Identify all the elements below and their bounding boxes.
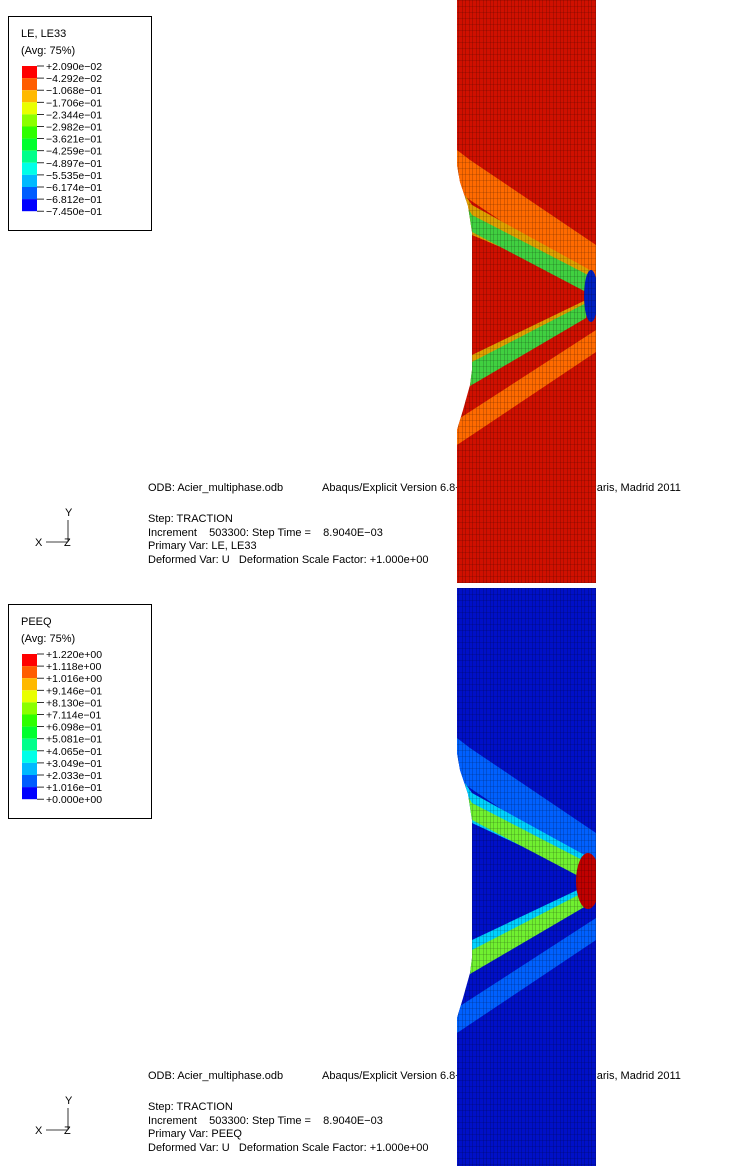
legend-label: −4.897e−01 [46, 158, 102, 170]
legend-label: −1.068e−01 [46, 85, 102, 97]
mesh-grid [457, 0, 596, 583]
legend-swatch [22, 174, 37, 187]
legend-swatch [22, 738, 37, 751]
triad-x: X [35, 537, 43, 549]
legend-swatch [22, 199, 37, 212]
legend-swatch [22, 187, 37, 200]
legend-label: −2.344e−01 [46, 109, 102, 121]
legend-swatch [22, 90, 37, 103]
legend-swatch [22, 690, 37, 703]
legend-label: +7.114e−01 [46, 710, 101, 722]
legend-swatch [22, 162, 37, 175]
info-step: Step: TRACTION [148, 1101, 233, 1113]
legend-label: +1.016e−01 [46, 782, 102, 794]
panel: ODB: Acier_multiphase.odb Abaqus/Explicit… [8, 0, 681, 583]
legend-swatch [22, 78, 37, 91]
triad-x: X [35, 1125, 43, 1137]
legend-label: −1.706e−01 [46, 97, 102, 109]
info-primary: Primary Var: LE, LE33 [148, 540, 257, 552]
legend-averaging: (Avg: 75%) [21, 45, 75, 57]
legend-swatch [22, 726, 37, 739]
legend-swatch [22, 678, 37, 691]
legend-label: +1.118e+00 [46, 661, 101, 673]
legend-averaging: (Avg: 75%) [21, 633, 75, 645]
legend-swatch [22, 714, 37, 727]
legend-swatch [22, 654, 37, 667]
legend-label: +5.081e−01 [46, 734, 102, 746]
legend-label: +1.016e+00 [46, 673, 102, 685]
info-primary: Primary Var: PEEQ [148, 1128, 242, 1140]
triad-z: Z [64, 1125, 71, 1137]
info-step: Step: TRACTION [148, 513, 233, 525]
legend-swatch [22, 666, 37, 679]
info-increment: Increment 503300: Step Time = 8.9040E−03 [148, 1115, 383, 1127]
legend-label: +3.049e−01 [46, 758, 102, 770]
triad-y: Y [65, 1095, 73, 1107]
legend-swatch [22, 150, 37, 163]
info-deformed: Deformed Var: U Deformation Scale Factor… [148, 554, 428, 566]
triad-y: Y [65, 507, 73, 519]
legend-swatch [22, 775, 37, 788]
legend-swatch [22, 787, 37, 800]
legend-swatch [22, 702, 37, 715]
legend-label: −3.621e−01 [46, 134, 102, 146]
legend-title: PEEQ [21, 616, 52, 628]
info-increment: Increment 503300: Step Time = 8.9040E−03 [148, 527, 383, 539]
legend-swatch [22, 114, 37, 127]
legend-label: +2.090e−02 [46, 61, 102, 73]
info-deformed: Deformed Var: U Deformation Scale Factor… [148, 1142, 428, 1154]
legend-swatch [22, 102, 37, 115]
legend-label: −7.450e−01 [46, 206, 102, 218]
legend-label: +1.220e+00 [46, 649, 102, 661]
info-version: Abaqus/Explicit Version 6.8−2 [322, 1070, 468, 1082]
legend-swatch [22, 138, 37, 151]
panel: ODB: Acier_multiphase.odb Abaqus/Explicit… [8, 588, 681, 1166]
legend-swatch [22, 126, 37, 139]
legend-label: −2.982e−01 [46, 122, 102, 134]
legend-label: +9.146e−01 [46, 685, 102, 697]
legend-label: −6.174e−01 [46, 182, 102, 194]
legend-swatch [22, 66, 37, 79]
legend-label: +4.065e−01 [46, 746, 102, 758]
info-odb: ODB: Acier_multiphase.odb [148, 1070, 283, 1082]
mesh-plot [457, 0, 596, 583]
legend-label: +6.098e−01 [46, 722, 102, 734]
info-version: Abaqus/Explicit Version 6.8−2 [322, 482, 468, 494]
legend-title: LE, LE33 [21, 28, 66, 40]
legend-label: −6.812e−01 [46, 194, 102, 206]
legend-swatch [22, 750, 37, 763]
mesh-grid [457, 588, 596, 1166]
legend-label: −4.259e−01 [46, 146, 102, 158]
triad-z: Z [64, 537, 71, 549]
legend-label: +2.033e−01 [46, 770, 102, 782]
info-odb: ODB: Acier_multiphase.odb [148, 482, 283, 494]
legend-label: +0.000e+00 [46, 794, 102, 806]
legend-swatch [22, 762, 37, 775]
legend-label: −4.292e−02 [46, 73, 102, 85]
legend-label: +8.130e−01 [46, 697, 102, 709]
legend-label: −5.535e−01 [46, 170, 102, 182]
mesh-plot [457, 588, 596, 1166]
